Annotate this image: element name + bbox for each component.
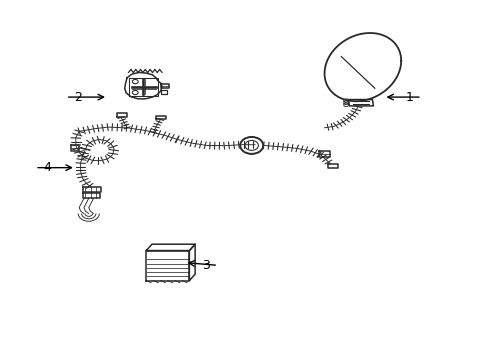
- Text: 3: 3: [202, 259, 210, 272]
- Text: 1: 1: [405, 91, 413, 104]
- Text: 2: 2: [74, 91, 81, 104]
- Text: 4: 4: [43, 161, 51, 174]
